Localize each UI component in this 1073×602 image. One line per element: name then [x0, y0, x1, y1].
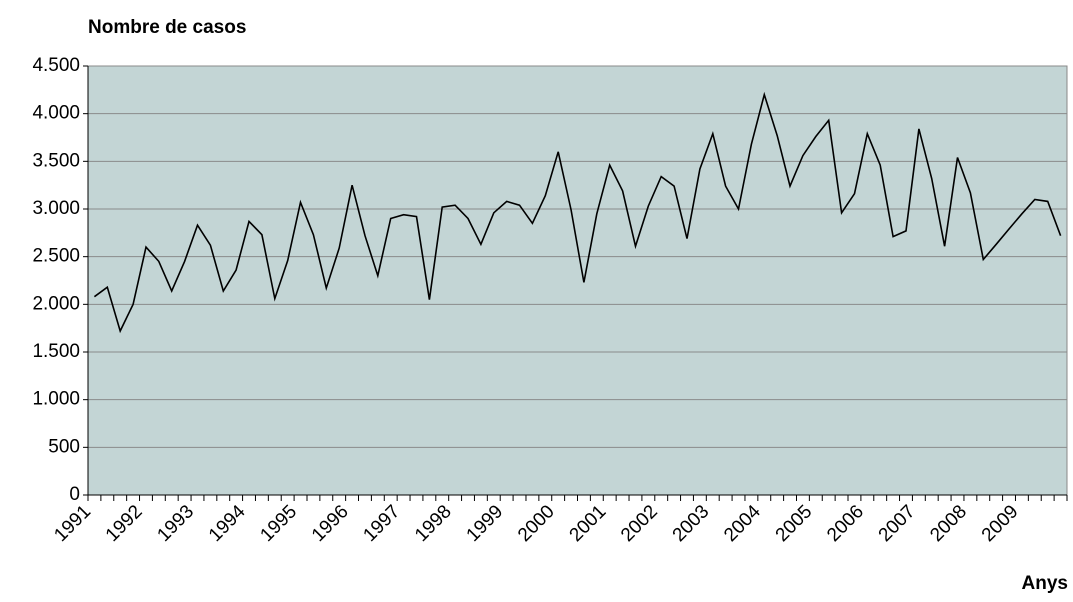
y-tick-label: 2.000 — [32, 293, 80, 314]
x-tick-label: 1991 — [50, 501, 95, 546]
data-line — [93, 91, 1062, 334]
x-tick-label: 1997 — [359, 501, 404, 546]
x-tick-label: 2000 — [514, 501, 559, 546]
y-tick-label: 2.500 — [32, 246, 80, 267]
y-tick-label: 1.500 — [32, 341, 80, 362]
x-tick-label: 2009 — [978, 501, 1023, 546]
x-tick-label: 2003 — [669, 501, 714, 546]
x-tick-label: 2001 — [566, 501, 611, 546]
x-tick-label: 2004 — [720, 501, 765, 546]
x-tick-label: 2008 — [926, 501, 971, 546]
x-axis-label: Anys — [1022, 573, 1068, 594]
x-tick-label: 1996 — [308, 501, 353, 546]
y-tick-label: 3.000 — [32, 198, 80, 219]
x-tick-label: 1994 — [205, 501, 250, 546]
x-tick-label: 2005 — [772, 501, 817, 546]
y-tick-label: 500 — [48, 436, 80, 457]
x-tick-label: 2002 — [617, 501, 662, 546]
x-tick-label: 1992 — [102, 501, 147, 546]
chart-title: Nombre de casos — [88, 17, 246, 38]
x-tick-label: 2006 — [823, 501, 868, 546]
y-tick-label: 3.500 — [32, 150, 80, 171]
x-tick-label: 1993 — [153, 501, 198, 546]
x-tick-label: 1999 — [463, 501, 508, 546]
y-tick-label: 1.000 — [32, 389, 80, 410]
x-tick-label: 1995 — [256, 501, 301, 546]
x-tick-label: 1998 — [411, 501, 456, 546]
y-tick-label: 0 — [69, 484, 80, 505]
y-tick-label: 4.000 — [32, 103, 80, 124]
x-tick-label: 2007 — [875, 501, 920, 546]
y-tick-label: 4.500 — [32, 55, 80, 76]
plot-area — [87, 65, 1068, 496]
